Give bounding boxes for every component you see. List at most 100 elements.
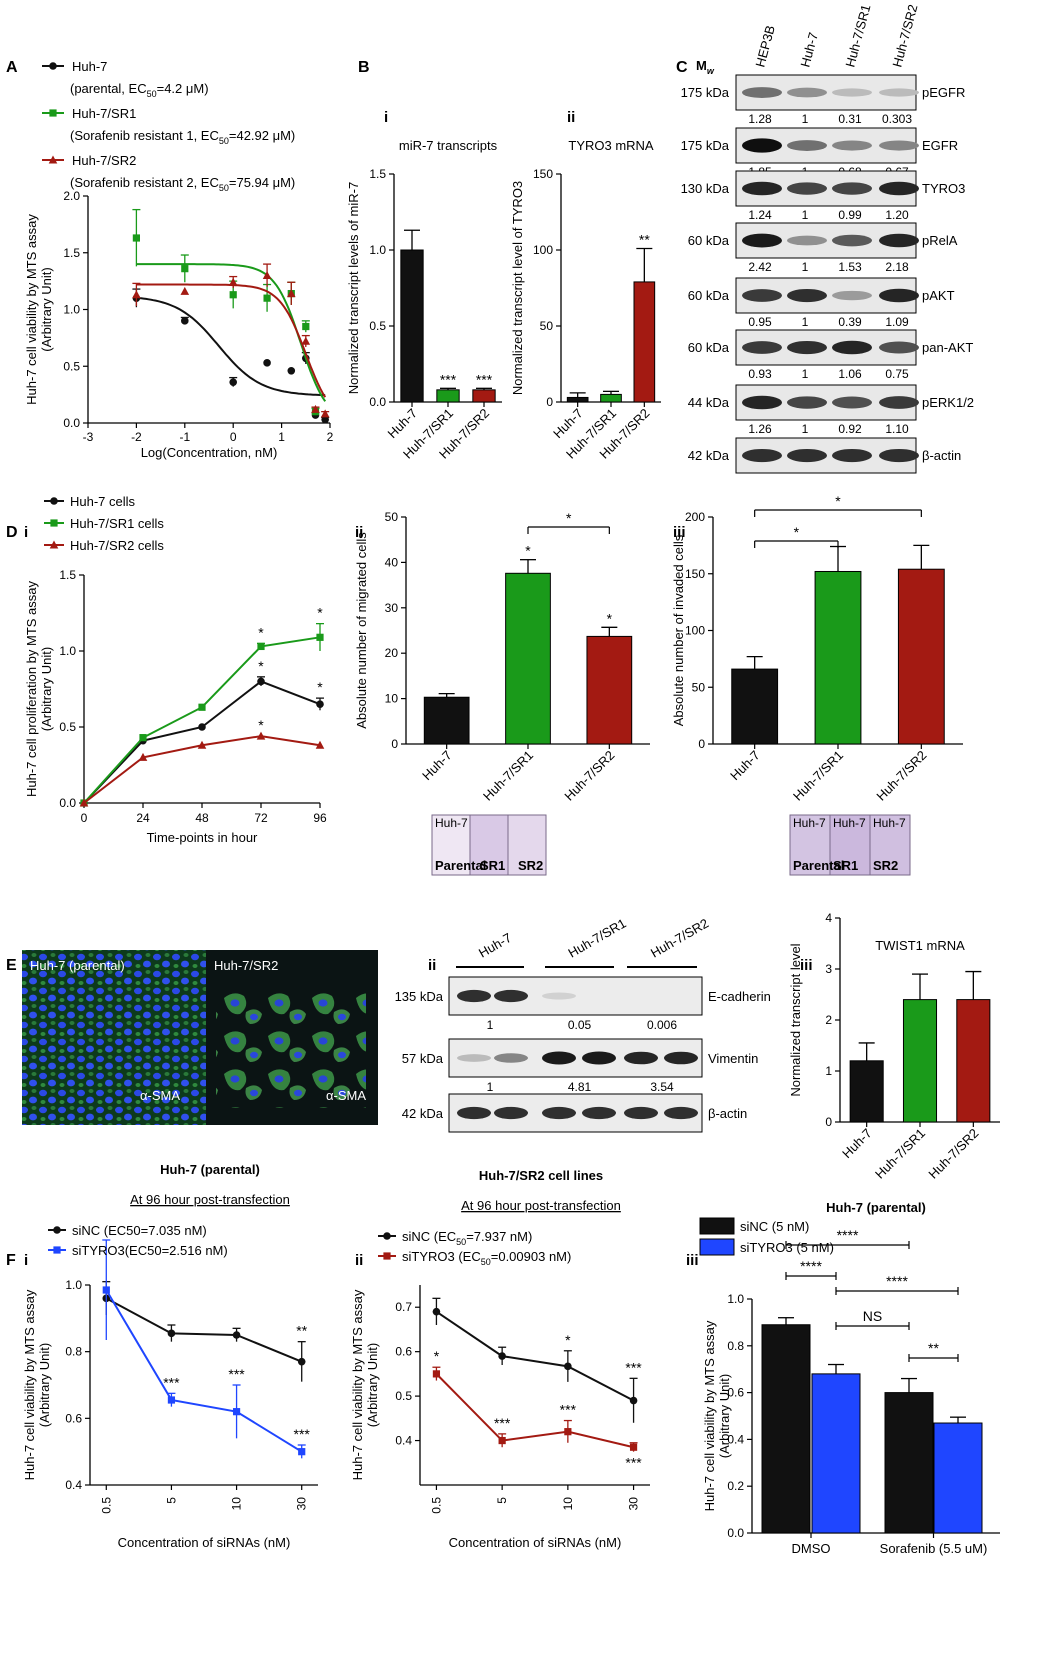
chart-d-i-y-label-2: (Arbitrary Unit) xyxy=(39,647,54,732)
chart-fii-significance: *** xyxy=(560,1402,577,1418)
chart-fi-point xyxy=(167,1329,176,1338)
blot-c-band xyxy=(832,140,872,151)
panel-label-f-iii: iii xyxy=(686,1252,699,1269)
chart-fiii-bar xyxy=(933,1422,983,1534)
chart-fii-point xyxy=(498,1436,506,1445)
chart-diii-bar xyxy=(814,570,862,745)
chart-d-i-x-label: Time-points in hour xyxy=(147,830,258,845)
blot-e-mw: 57 kDa xyxy=(402,1051,444,1066)
blot-e-quant: 4.81 xyxy=(568,1080,592,1094)
blot-c-mw: 42 kDa xyxy=(688,448,730,463)
chart-fiii-bar xyxy=(811,1373,861,1534)
chart-diii-bracket-sig: * xyxy=(835,493,841,509)
chart-fiii-bracket-sig: **** xyxy=(837,1227,859,1243)
chart-d-i-significance: * xyxy=(258,658,264,674)
chart-a-y-label: Huh-7 cell viability by MTS assay xyxy=(24,214,39,405)
blot-c-quant: 1 xyxy=(802,315,809,329)
chart-d-i-y-tick-label: 1.0 xyxy=(59,644,76,658)
blot-c-protein: EGFR xyxy=(922,138,958,153)
chart-fi-y-label: Huh-7 cell viability by MTS assay xyxy=(22,1289,37,1480)
chart-fii-legend-label: siTYRO3 (EC50=0.00903 nM) xyxy=(402,1249,571,1267)
chart-d-i-point xyxy=(198,723,206,731)
chart-eiii-x-tick-label: Huh-7/SR2 xyxy=(925,1126,981,1182)
panel-label-e: E xyxy=(6,957,17,974)
chart-d-i-x-tick-label: 0 xyxy=(81,811,88,825)
chart-fii-significance: *** xyxy=(625,1359,642,1375)
chart-diii-micrograph xyxy=(789,814,831,876)
blot-c-band xyxy=(832,396,872,409)
chart-dii-micrograph xyxy=(469,814,509,876)
blot-c-quant: 0.303 xyxy=(882,112,912,126)
chart-dii-micrograph-label: SR1 xyxy=(480,858,505,873)
chart-dii-y-tick-label: 20 xyxy=(385,646,399,660)
panel-label-b: B xyxy=(358,59,370,76)
blot-c-band xyxy=(787,448,827,463)
chart-fiii-y-tick-label: 1.0 xyxy=(727,1292,744,1306)
chart-a-x-tick-label: -1 xyxy=(179,430,190,444)
chart-a-point xyxy=(262,270,272,279)
chart-fi-significance: *** xyxy=(163,1374,180,1390)
blot-c-band xyxy=(787,288,827,303)
chart-a-point xyxy=(302,322,310,331)
blot-c-band xyxy=(787,140,827,151)
chart-eiii-bar xyxy=(902,999,938,1123)
chart-fii-significance: *** xyxy=(494,1415,511,1431)
chart-fiii-title: Huh-7 (parental) xyxy=(826,1200,926,1215)
chart-diii-bar xyxy=(731,668,779,745)
chart-eiii-y-label: Normalized transcript level xyxy=(788,943,803,1096)
blot-c-quant: 1.10 xyxy=(885,422,909,436)
blot-c-protein: pAKT xyxy=(922,288,955,303)
blot-c-quant: 0.99 xyxy=(838,208,862,222)
chart-a-point xyxy=(301,336,311,345)
blot-c-quant: 0.75 xyxy=(885,367,909,381)
chart-diii-bracket-sig: * xyxy=(794,524,800,540)
blot-c-quant: 1 xyxy=(802,208,809,222)
panel-label-d-iii: iii xyxy=(673,524,686,541)
chart-fiii-y-tick-label: 0.8 xyxy=(727,1339,744,1353)
chart-d-i-point xyxy=(79,798,89,807)
chart-a-point xyxy=(263,294,271,302)
chart-dii-bar xyxy=(505,572,551,745)
chart-fi-y-label-2: (Arbitrary Unit) xyxy=(37,1343,52,1428)
blot-c-band xyxy=(879,233,919,248)
chart-a-point xyxy=(228,277,238,286)
chart-diii-x-tick-label: Huh-7 xyxy=(727,748,763,784)
blot-c-mw: 60 kDa xyxy=(688,340,730,355)
chart-a-x-tick-label: -2 xyxy=(131,430,142,444)
chart-bi-bar xyxy=(436,389,460,403)
chart-d-i-point xyxy=(139,734,147,742)
chart-bii-y-tick-label: 150 xyxy=(533,167,553,181)
chart-bi-y-tick-label: 0.0 xyxy=(369,395,386,409)
chart-d-i-x-tick-label: 24 xyxy=(136,811,150,825)
chart-d-i-legend-label: Huh-7/SR2 cells xyxy=(70,538,164,553)
chart-dii-micrograph-label: Parental xyxy=(435,858,486,873)
blot-c-quant: 0.93 xyxy=(748,367,772,381)
chart-bii-y-tick-label: 0 xyxy=(546,395,553,409)
chart-d-i-significance: * xyxy=(317,605,323,621)
chart-a-legend-marker xyxy=(49,109,57,117)
chart-d-i-legend-marker xyxy=(50,497,58,505)
chart-fii-point xyxy=(629,1443,638,1451)
chart-d-i-y-tick-label: 1.5 xyxy=(59,568,76,582)
chart-d-i-point xyxy=(315,740,325,749)
chart-a-x-tick-label: 2 xyxy=(327,430,334,444)
chart-bii-significance: ** xyxy=(639,231,650,247)
chart-a-point xyxy=(287,366,296,375)
panel-label-a: A xyxy=(6,59,18,76)
chart-a-x-label: Log(Concentration, nM) xyxy=(141,445,278,460)
blot-c-quant: 2.42 xyxy=(748,260,772,274)
chart-dii-y-tick-label: 50 xyxy=(385,510,399,524)
chart-diii-bar xyxy=(897,568,945,745)
chart-a-legend-marker xyxy=(49,62,57,70)
image-label-parental: Huh-7 (parental) xyxy=(30,958,125,973)
chart-d-i-line xyxy=(83,636,321,804)
chart-fii-y-tick-label: 0.5 xyxy=(395,1389,412,1403)
blot-c-protein: TYRO3 xyxy=(922,181,965,196)
chart-a-point xyxy=(229,291,237,299)
blot-e-quant: 1 xyxy=(487,1080,494,1094)
chart-a-point xyxy=(132,290,141,299)
chart-fi-point xyxy=(298,1448,306,1456)
chart-fi-legend-label: siNC (EC50=7.035 nM) xyxy=(72,1223,207,1238)
chart-fii-point xyxy=(564,1428,572,1436)
